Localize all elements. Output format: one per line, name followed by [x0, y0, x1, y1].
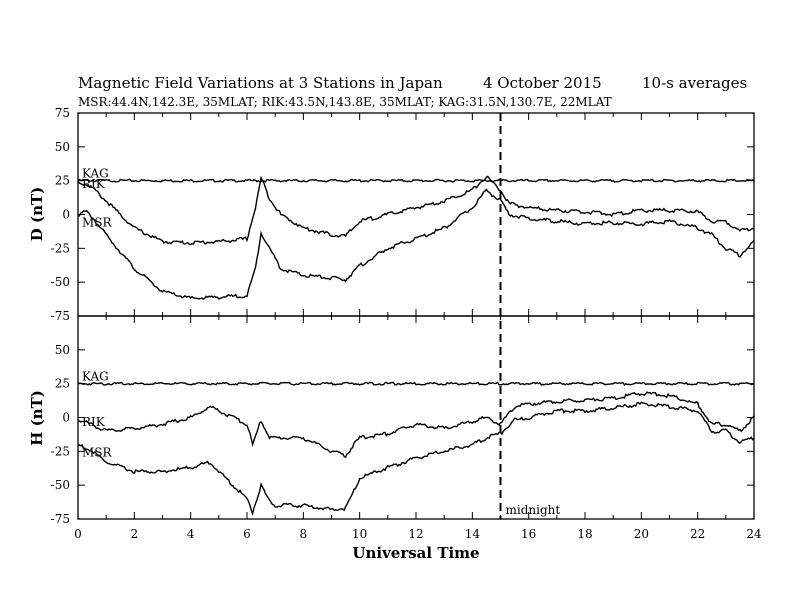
- series-line-kag: [77, 381, 755, 386]
- y-tick-label: -25: [51, 241, 70, 255]
- series-line-msr: [77, 188, 755, 300]
- x-tick-label: 20: [634, 527, 649, 541]
- x-tick-label: 24: [746, 527, 762, 541]
- series-label-msr: MSR: [82, 446, 113, 460]
- series-label-rik: RIK: [82, 415, 106, 429]
- x-tick-label: 12: [408, 527, 423, 541]
- midnight-label: midnight: [506, 503, 561, 517]
- top-panel-frame: [77, 112, 755, 317]
- x-tick-label: 2: [131, 527, 139, 541]
- series-label-kag: KAG: [82, 370, 109, 384]
- series-line-rik: [77, 175, 755, 246]
- chart-marks: 7550250-25-50-75KAGRIKMSR50250-25-50-750…: [51, 106, 762, 541]
- y-tick-label: -25: [51, 444, 70, 458]
- bottom-panel-frame: [77, 315, 755, 520]
- x-tick-label: 10: [352, 527, 367, 541]
- series-label-kag: KAG: [82, 167, 109, 181]
- y-tick-label: -50: [51, 478, 70, 492]
- x-tick-label: 6: [243, 527, 251, 541]
- y-tick-label: 25: [55, 174, 70, 188]
- x-tick-label: 0: [74, 527, 82, 541]
- y-tick-label: -50: [51, 275, 70, 289]
- y-axis-label-h: H (nT): [28, 390, 46, 446]
- series-label-msr: MSR: [82, 216, 113, 230]
- y-tick-label: -75: [51, 512, 70, 526]
- y-tick-label: -75: [51, 309, 70, 323]
- x-tick-label: 18: [577, 527, 592, 541]
- series-line-rik: [77, 391, 755, 459]
- x-tick-label: 16: [521, 527, 536, 541]
- chart-averaging: 10-s averages: [642, 74, 747, 92]
- series-label-rik: RIK: [82, 177, 106, 191]
- x-tick-label: 4: [187, 527, 195, 541]
- chart-title: Magnetic Field Variations at 3 Stations …: [78, 74, 443, 92]
- x-tick-label: 22: [690, 527, 705, 541]
- series-line-kag: [77, 178, 755, 183]
- y-tick-label: 25: [55, 377, 70, 391]
- series-line-msr: [77, 401, 755, 516]
- station-coordinates: MSR:44.4N,142.3E, 35MLAT; RIK:43.5N,143.…: [78, 95, 612, 109]
- chart-date: 4 October 2015: [483, 74, 602, 92]
- y-tick-label: 0: [62, 208, 70, 222]
- x-tick-label: 8: [300, 527, 308, 541]
- x-tick-label: 14: [465, 527, 481, 541]
- y-tick-label: 50: [55, 343, 70, 357]
- y-tick-label: 75: [55, 106, 70, 120]
- y-axis-label-d: D (nT): [28, 187, 46, 242]
- y-tick-label: 0: [62, 411, 70, 425]
- y-tick-label: 50: [55, 140, 70, 154]
- x-axis-label: Universal Time: [352, 544, 479, 562]
